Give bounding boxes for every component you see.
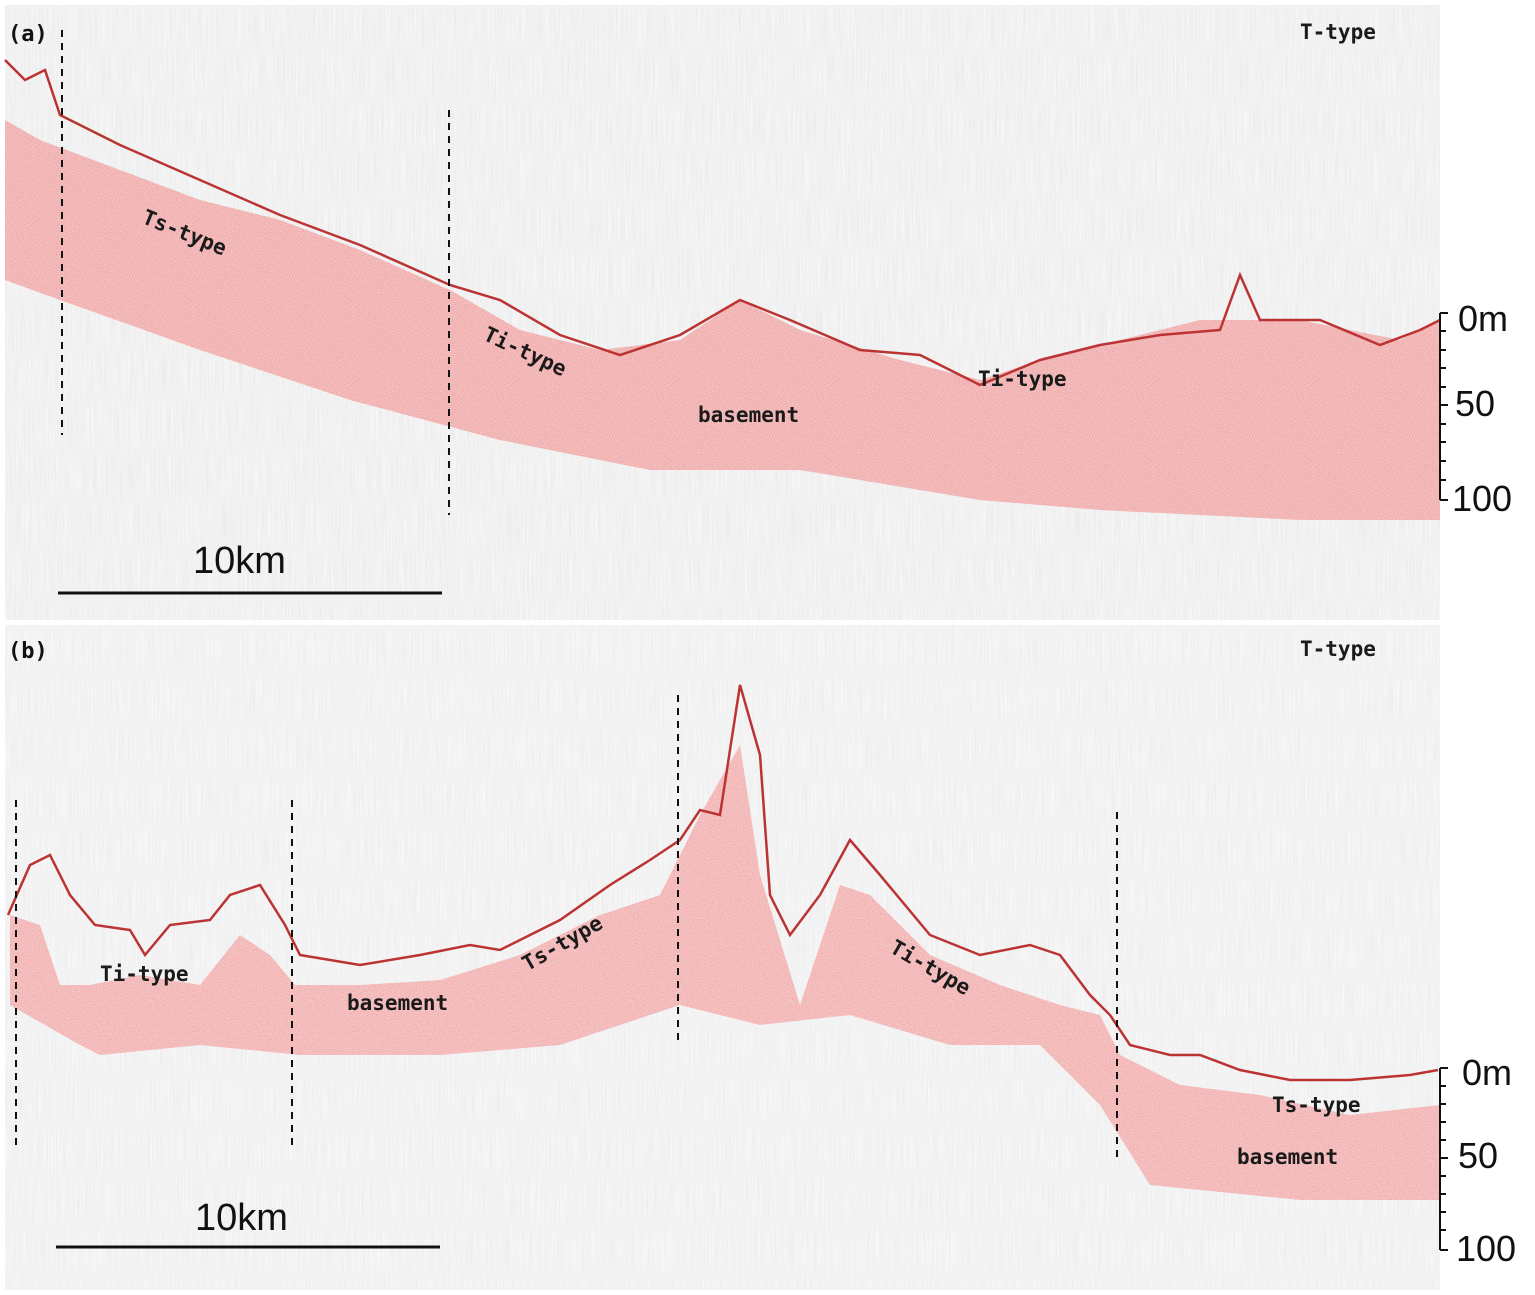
panel-b: (b) T-type Ti-type basement Ts-type Ti-t… bbox=[0, 625, 1535, 1295]
seafloor-reflector bbox=[4, 59, 1441, 387]
facies-label: basement bbox=[698, 403, 800, 427]
depth-tick-label: 0m bbox=[1458, 298, 1509, 339]
depth-tick-label: 100 bbox=[1452, 478, 1513, 519]
facies-label: basement bbox=[1237, 1145, 1339, 1169]
seismic-profile-b bbox=[5, 625, 1448, 1290]
depth-tick-label: 50 bbox=[1458, 1135, 1499, 1176]
seismic-profile-a bbox=[4, 5, 1448, 620]
depth-tick-label: 50 bbox=[1455, 383, 1496, 424]
facies-label: Ts-type bbox=[1272, 1093, 1361, 1117]
depth-tick-label: 100 bbox=[1456, 1228, 1517, 1269]
scale-bar-label: 10km bbox=[193, 540, 286, 582]
scale-bar-label: 10km bbox=[195, 1197, 288, 1239]
panel-a: (a) T-type Ts-type Ti-type basement Ti-t… bbox=[0, 0, 1535, 625]
facies-label: basement bbox=[347, 991, 449, 1015]
panel-label: (a) bbox=[8, 22, 48, 47]
facies-label: Ti-type bbox=[100, 962, 189, 986]
facies-label: Ti-type bbox=[978, 367, 1067, 391]
seafloor-reflector bbox=[6, 684, 1439, 1082]
type-label: T-type bbox=[1300, 637, 1376, 661]
depth-axis bbox=[1439, 1067, 1448, 1251]
type-label: T-type bbox=[1300, 20, 1376, 44]
panel-label: (b) bbox=[8, 639, 48, 664]
depth-axis bbox=[1439, 312, 1448, 501]
depth-tick-label: 0m bbox=[1462, 1052, 1513, 1093]
